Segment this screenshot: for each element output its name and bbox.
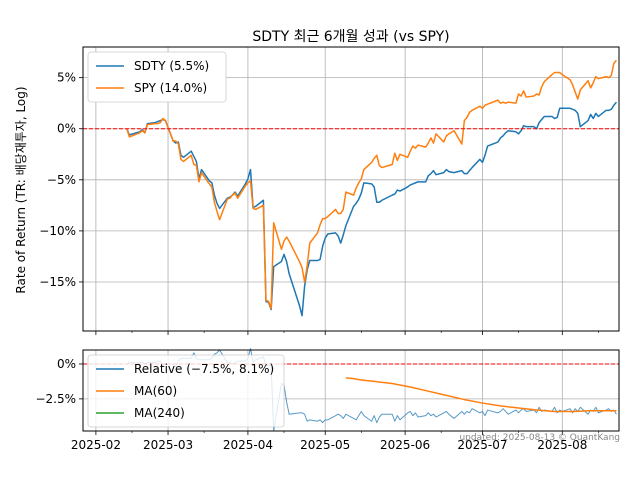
chart-title: SDTY 최근 6개월 성과 (vs SPY) xyxy=(252,29,449,45)
x-tick-label: 2025-08 xyxy=(537,438,587,452)
y-tick-label: 0% xyxy=(57,357,76,371)
y-tick-label: −10% xyxy=(39,224,76,238)
x-tick-label: 2025-03 xyxy=(143,438,193,452)
x-tick-label: 2025-07 xyxy=(457,438,507,452)
y-axis-label: Rate of Return (TR: 배당재투자, Log) xyxy=(14,86,28,293)
y-tick-label: −5% xyxy=(47,173,76,187)
top-legend: SDTY (5.5%) SPY (14.0%) xyxy=(87,51,227,103)
x-tick-label: 2025-06 xyxy=(380,438,430,452)
series-line-1 xyxy=(126,59,617,310)
y-tick-label: 5% xyxy=(57,71,76,85)
x-tick-label: 2025-04 xyxy=(223,438,273,452)
y-tick-label: 0% xyxy=(57,122,76,136)
series-line-1 xyxy=(345,377,617,413)
top-axes-frame xyxy=(82,46,620,332)
x-tick-label: 2025-05 xyxy=(300,438,350,452)
y-tick-label: −15% xyxy=(39,275,76,289)
bottom-legend: Relative (−7.5%, 8.1%) MA(60) MA(240) xyxy=(87,354,285,428)
bottom-axes-frame xyxy=(82,349,620,432)
legend-box xyxy=(87,354,285,428)
x-tick-label: 2025-02 xyxy=(71,438,121,452)
legend-label: Relative (−7.5%, 8.1%) xyxy=(134,362,274,376)
top-plot-area xyxy=(83,59,619,317)
footnote: updated: 2025-08-13 © QuantKang xyxy=(459,433,620,443)
series-line-0 xyxy=(126,101,617,317)
legend-label: SPY (14.0%) xyxy=(134,81,207,95)
legend-label: MA(60) xyxy=(134,384,177,398)
top-axis-ticks: 5% 0% −5% −10% −15% xyxy=(39,71,599,335)
legend-label: SDTY (5.5%) xyxy=(134,59,209,73)
y-tick-label: −2.5% xyxy=(35,392,76,406)
legend-box xyxy=(87,51,227,103)
legend-label: MA(240) xyxy=(134,406,185,420)
bottom-axis-ticks: 2025-02 2025-03 2025-04 2025-05 2025-06 2025-… xyxy=(35,357,599,452)
